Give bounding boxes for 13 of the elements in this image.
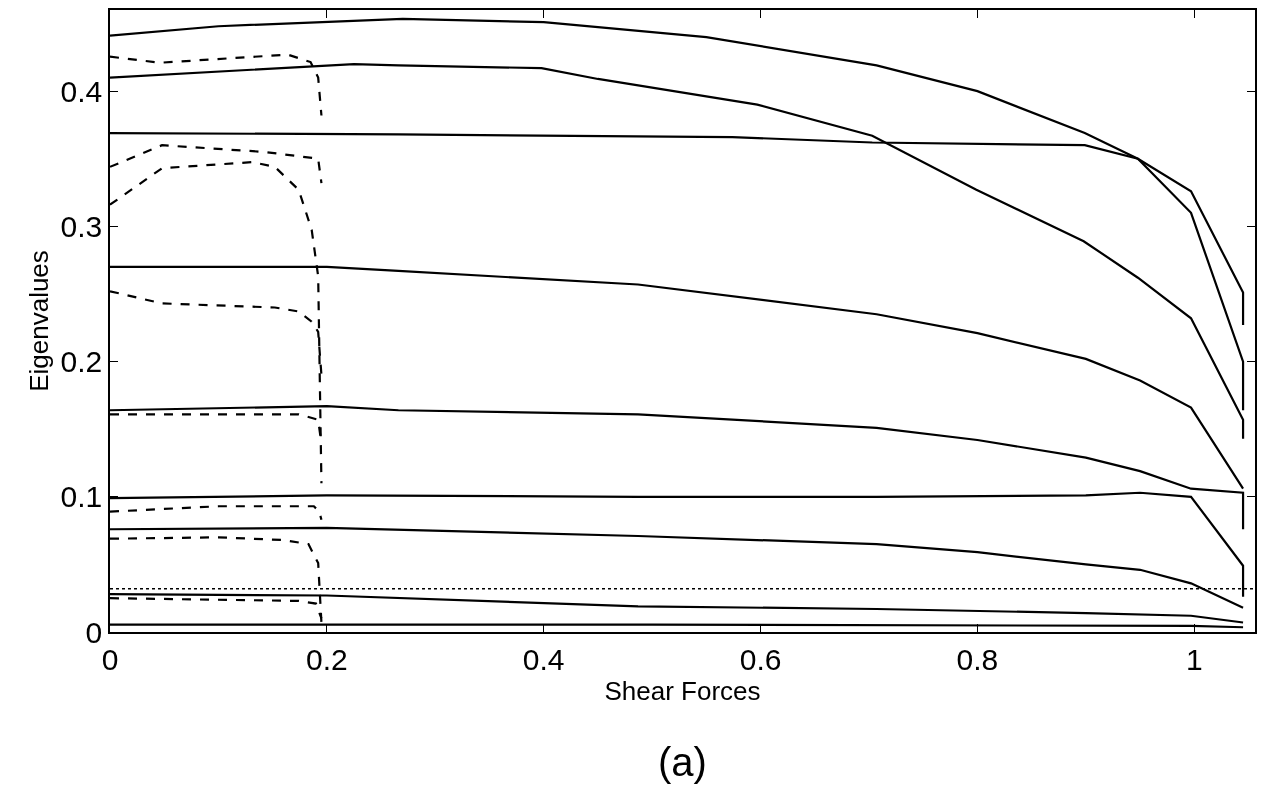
y-tick-label: 0.1 [60,480,103,514]
y-axis-title: Eigenvalues [24,250,55,392]
y-tick-label: 0.4 [60,74,103,108]
x-tick-label: 1 [1185,642,1203,676]
y-tick-label: 0 [85,615,103,649]
y-tick-label: 0.3 [60,209,103,243]
x-tick-label: 0.8 [956,642,999,676]
x-tick-label: 0.4 [522,642,565,676]
y-tick-label: 0.2 [60,345,103,379]
x-tick-label: 0.2 [306,642,348,676]
text: (a) [658,740,707,784]
x-axis-title: Shear Forces [604,675,761,706]
x-tick-label: 0.6 [739,642,782,676]
